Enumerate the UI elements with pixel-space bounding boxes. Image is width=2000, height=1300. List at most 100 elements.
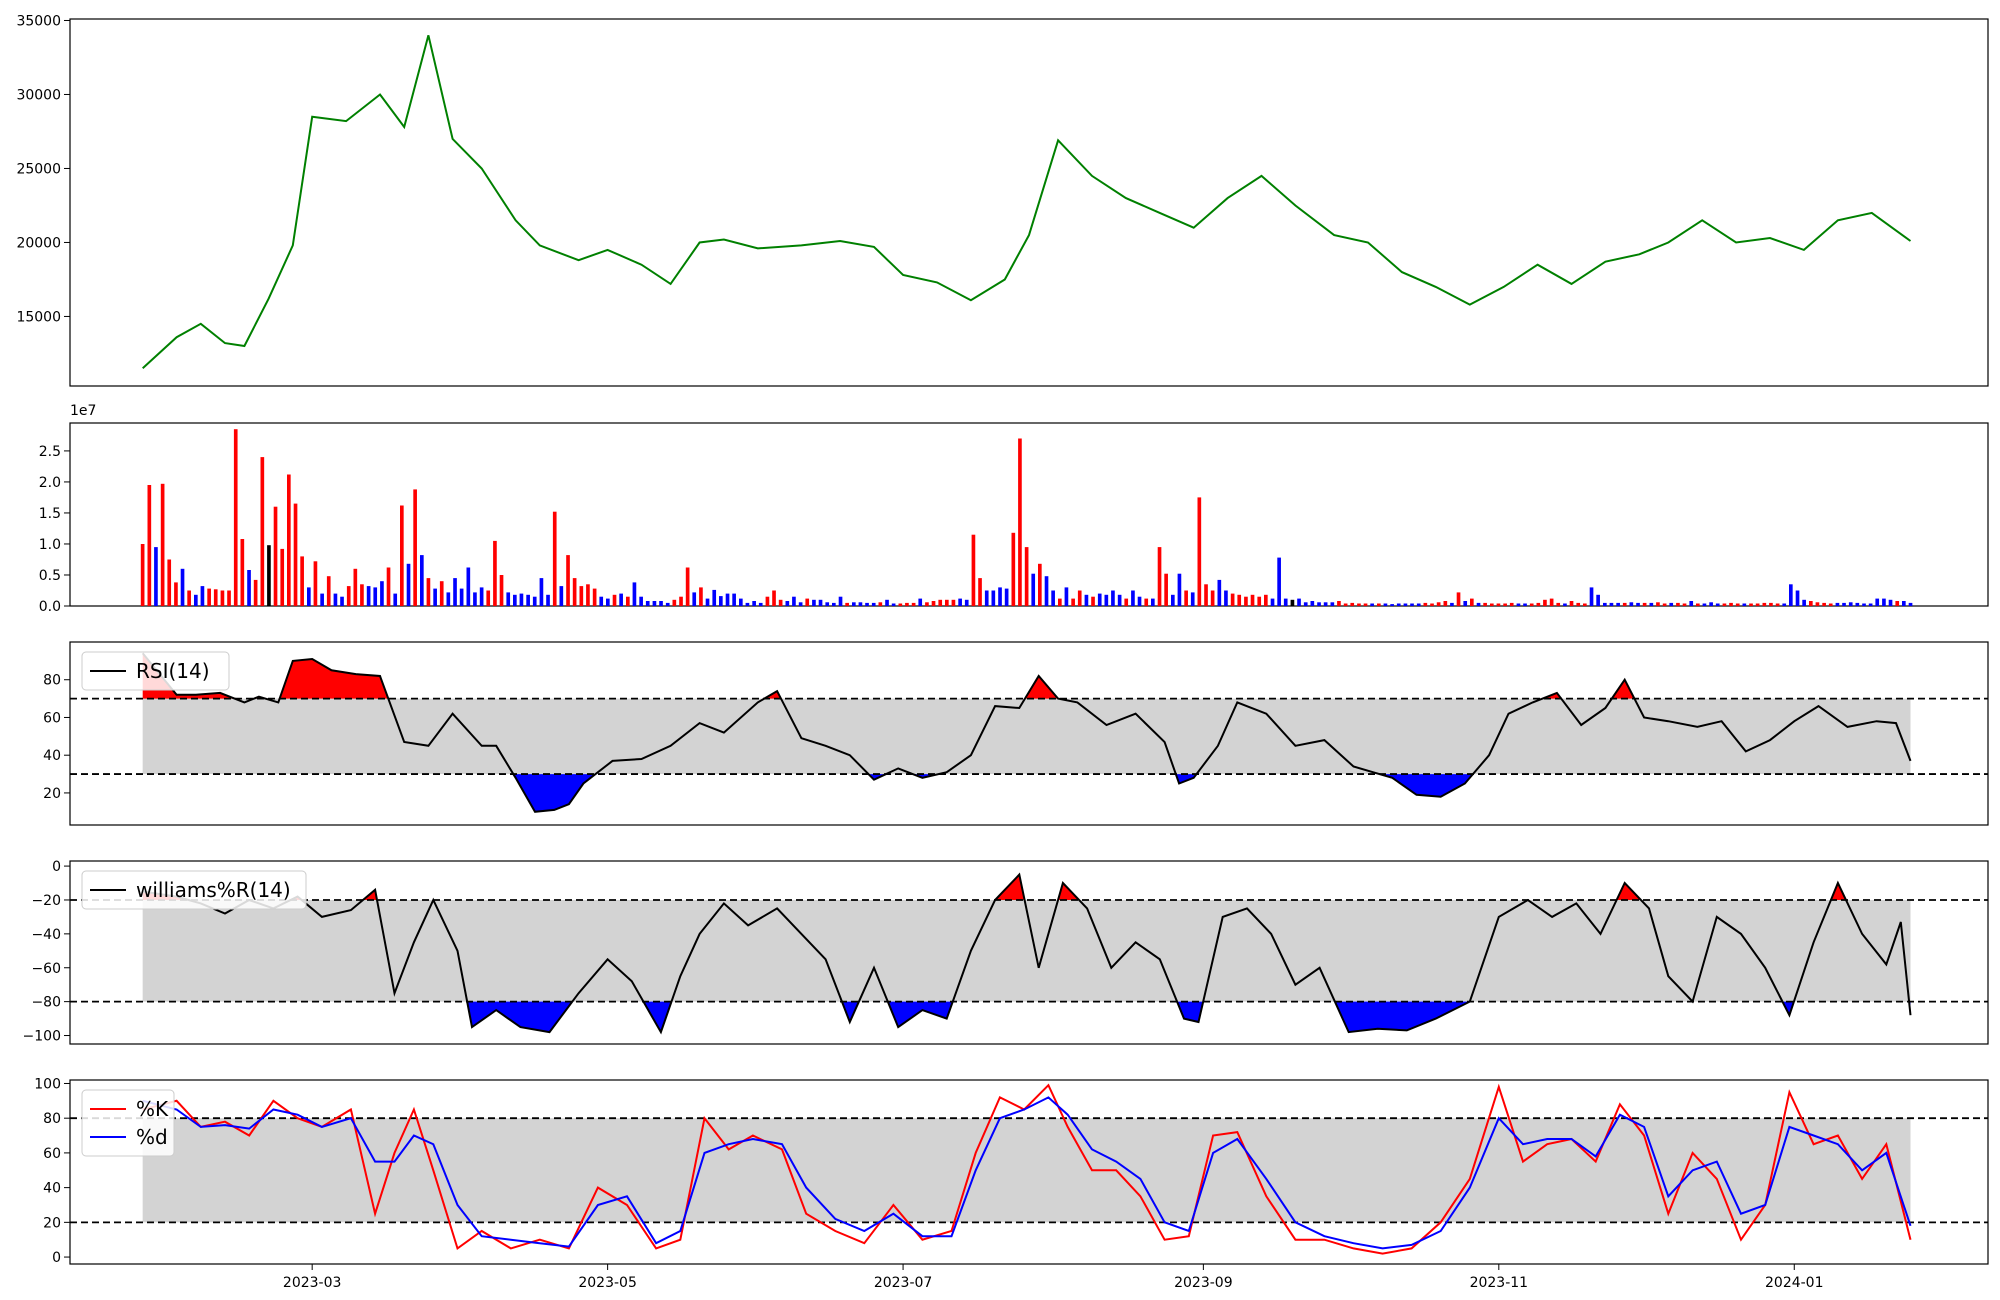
volume-bar xyxy=(732,593,736,606)
volume-bar xyxy=(473,592,477,606)
volume-bar xyxy=(1403,603,1408,606)
volume-bar xyxy=(905,602,909,606)
volume-bar xyxy=(1603,602,1607,606)
volume-bar xyxy=(1091,596,1095,606)
volume-bar xyxy=(506,592,511,606)
volume-bar xyxy=(1018,438,1022,606)
volume-bar xyxy=(1589,587,1594,606)
volume-bar xyxy=(712,589,717,606)
volume-bar xyxy=(1749,603,1753,606)
volume-bar xyxy=(300,556,304,606)
volume-bar xyxy=(619,593,623,606)
volume-bar xyxy=(240,539,245,606)
x-tick-label: 2023-09 xyxy=(1174,1275,1233,1291)
volume-bar xyxy=(1157,547,1162,606)
volume-bar xyxy=(1383,603,1388,606)
volume-bar xyxy=(1556,602,1561,606)
volume-bar xyxy=(652,601,657,606)
volume-bar xyxy=(519,593,524,606)
volume-bar xyxy=(1509,602,1514,606)
volume-bar xyxy=(1742,603,1747,606)
volume-bar xyxy=(1882,598,1886,606)
volume-bar xyxy=(1722,603,1727,606)
volume-bar xyxy=(1171,594,1175,606)
volume-bar xyxy=(486,590,491,606)
legend-label: %d xyxy=(136,1125,168,1149)
y-tick-label: 40 xyxy=(43,1181,61,1197)
volume-bar xyxy=(958,598,962,606)
volume-bar xyxy=(645,601,650,606)
volume-bar xyxy=(526,594,530,606)
volume-bar xyxy=(393,593,398,606)
volume-bar xyxy=(386,567,391,606)
volume-bar xyxy=(1423,602,1428,606)
y-tick-label: 25000 xyxy=(16,161,61,177)
volume-bar xyxy=(1317,602,1321,606)
volume-bar xyxy=(1795,590,1800,606)
volume-bar xyxy=(479,587,484,606)
volume-bar xyxy=(1775,603,1780,606)
volume-bar xyxy=(978,578,982,606)
volume-bar xyxy=(1835,602,1840,606)
y-tick-label: 2.0 xyxy=(39,475,61,491)
volume-bar xyxy=(925,602,929,606)
williams-r-panel: 0 −20 −40 −60 −80 −100 williams%R(14) xyxy=(23,859,1989,1045)
volume-bar xyxy=(154,547,158,606)
volume-bar xyxy=(931,601,936,606)
volume-bar xyxy=(1443,601,1448,606)
volume-bar xyxy=(679,596,683,606)
volume-bar xyxy=(805,598,810,606)
plot-frame xyxy=(69,641,1989,826)
volume-bar xyxy=(1011,532,1016,606)
legend-label: %K xyxy=(136,1097,169,1121)
volume-bar xyxy=(207,588,211,606)
volume-bar xyxy=(639,596,643,606)
volume-bar xyxy=(971,534,976,606)
y-tick-label: 15000 xyxy=(16,309,61,325)
volume-bar xyxy=(878,602,883,606)
volume-bar xyxy=(267,545,271,606)
volume-bar xyxy=(1051,590,1055,606)
x-tick-label: 2023-05 xyxy=(578,1275,637,1291)
percent-d-line xyxy=(142,1096,1912,1250)
y-tick-label: 0.5 xyxy=(39,568,61,584)
y-tick-label: −40 xyxy=(31,927,61,943)
volume-bar xyxy=(1636,602,1640,606)
volume-bar xyxy=(213,589,218,606)
volume-bar xyxy=(1290,599,1295,606)
volume-bar xyxy=(1210,590,1215,606)
volume-bar xyxy=(739,598,743,606)
volume-bar xyxy=(606,598,610,606)
volume-bar xyxy=(1503,603,1507,606)
y-tick-label: 2.5 xyxy=(39,444,61,460)
volume-bar xyxy=(1563,603,1567,606)
volume-bar xyxy=(778,599,783,606)
volume-bar xyxy=(865,602,869,606)
y-tick-label: −60 xyxy=(31,961,61,977)
y-tick-label: 1.5 xyxy=(39,506,61,522)
volume-bar xyxy=(599,596,604,606)
volume-bar xyxy=(1855,602,1860,606)
volume-bar xyxy=(838,596,843,606)
volume-bar xyxy=(1642,602,1647,606)
volume-bar xyxy=(1689,601,1694,606)
volume-bar xyxy=(891,603,896,606)
volume-bar xyxy=(566,555,570,606)
volume-bar xyxy=(1622,602,1627,606)
volume-bar xyxy=(1715,603,1720,606)
volume-bar xyxy=(626,596,630,606)
volume-bar xyxy=(798,602,803,606)
volume-bar xyxy=(1490,603,1494,606)
volume-bar xyxy=(307,587,311,606)
volume-bar xyxy=(466,567,471,606)
volume-bar xyxy=(1184,590,1188,606)
volume-bar xyxy=(1789,584,1793,606)
volume-bar xyxy=(632,582,637,606)
volume-bar xyxy=(1283,598,1288,606)
legend-label: williams%R(14) xyxy=(136,878,291,902)
volume-bar xyxy=(1483,602,1487,606)
volume-bar xyxy=(1629,602,1634,606)
y-tick-label: 60 xyxy=(43,710,61,726)
volume-bar xyxy=(1463,601,1468,606)
volume-bar xyxy=(1031,573,1036,606)
